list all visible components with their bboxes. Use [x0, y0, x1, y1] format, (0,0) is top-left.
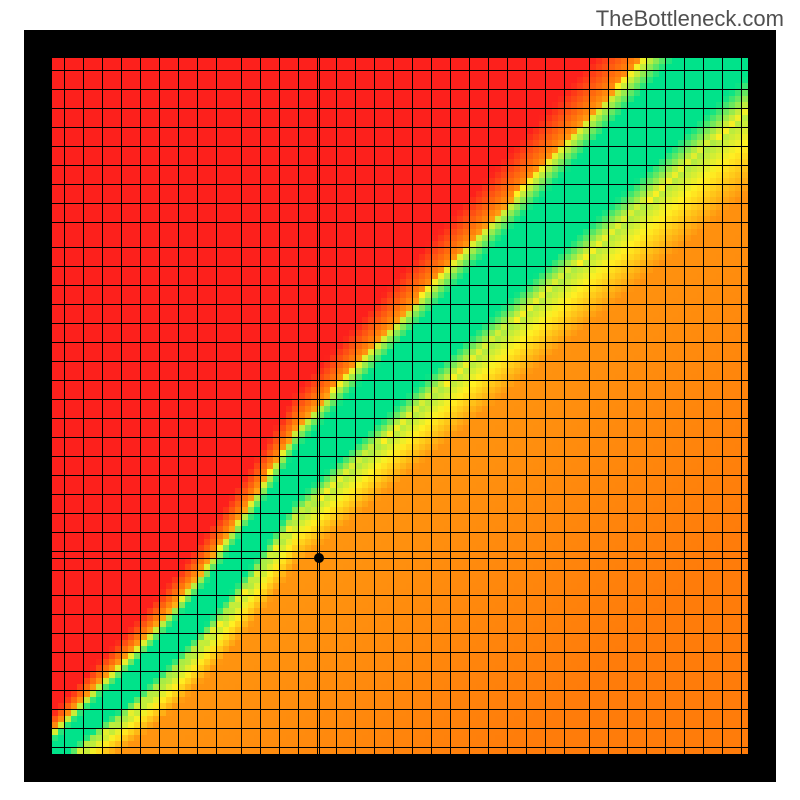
heatmap-canvas: [24, 30, 776, 782]
plot-frame: [24, 30, 776, 782]
chart-container: TheBottleneck.com: [0, 0, 800, 800]
crosshair-horizontal: [52, 558, 748, 559]
watermark-text: TheBottleneck.com: [596, 6, 784, 32]
crosshair-vertical: [319, 58, 320, 754]
crosshair-marker: [314, 553, 324, 563]
